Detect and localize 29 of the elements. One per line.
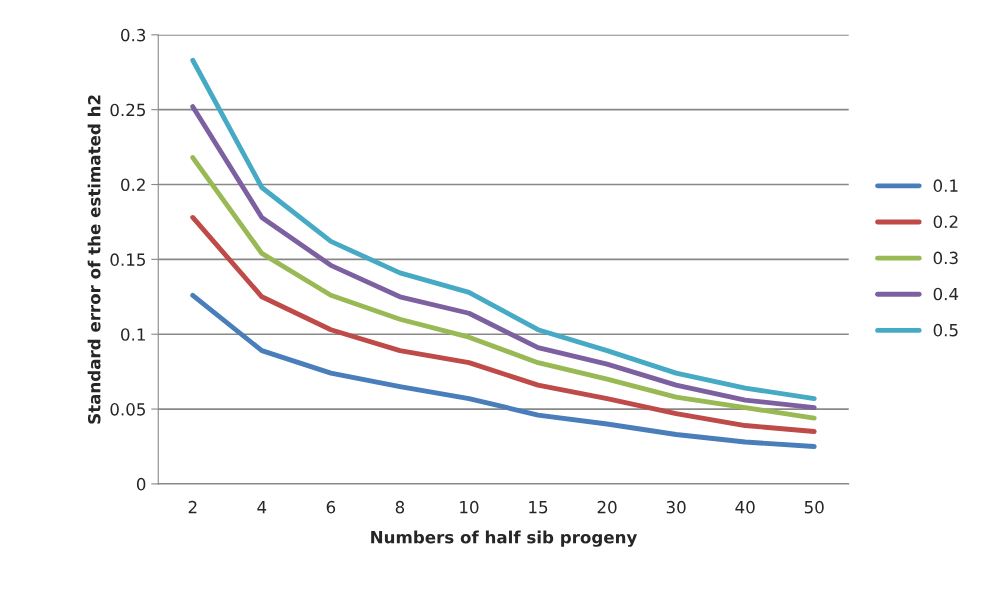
x-tick-label: 10 [460, 500, 479, 514]
y-axis-title: Standard error of the estimated h2 [87, 95, 101, 424]
legend-label: 0.4 [933, 287, 959, 301]
x-tick-label: 20 [597, 500, 617, 514]
legend-label: 0.5 [933, 323, 958, 337]
line-series [190, 155, 817, 421]
x-tick-label: 2 [188, 500, 197, 514]
line-series [190, 104, 817, 410]
legend-label: 0.3 [933, 251, 958, 265]
x-tick-label: 15 [529, 501, 548, 514]
x-tick-label: 30 [666, 500, 686, 514]
x-tick-label: 8 [395, 500, 405, 514]
y-tick-label: 0.15 [110, 253, 145, 266]
line-series [190, 215, 817, 434]
legend-label: 0.2 [933, 215, 958, 229]
legend-label: 0.1 [933, 179, 958, 192]
line-series [190, 57, 817, 402]
y-tick-label: 0.2 [121, 178, 145, 192]
y-tick-label: 0.3 [121, 28, 146, 42]
x-axis-title: Numbers of half sib progeny [371, 530, 638, 547]
x-tick-label: 6 [326, 500, 336, 514]
y-tick-label: 0 [136, 477, 146, 491]
x-tick-label: 40 [735, 500, 755, 514]
x-tick-label: 4 [257, 501, 267, 514]
y-tick-label: 0.05 [110, 403, 145, 416]
line-series [190, 292, 817, 449]
x-tick-label: 50 [804, 500, 824, 514]
y-tick-label: 0.25 [110, 103, 145, 117]
y-tick-label: 0.1 [121, 328, 145, 341]
